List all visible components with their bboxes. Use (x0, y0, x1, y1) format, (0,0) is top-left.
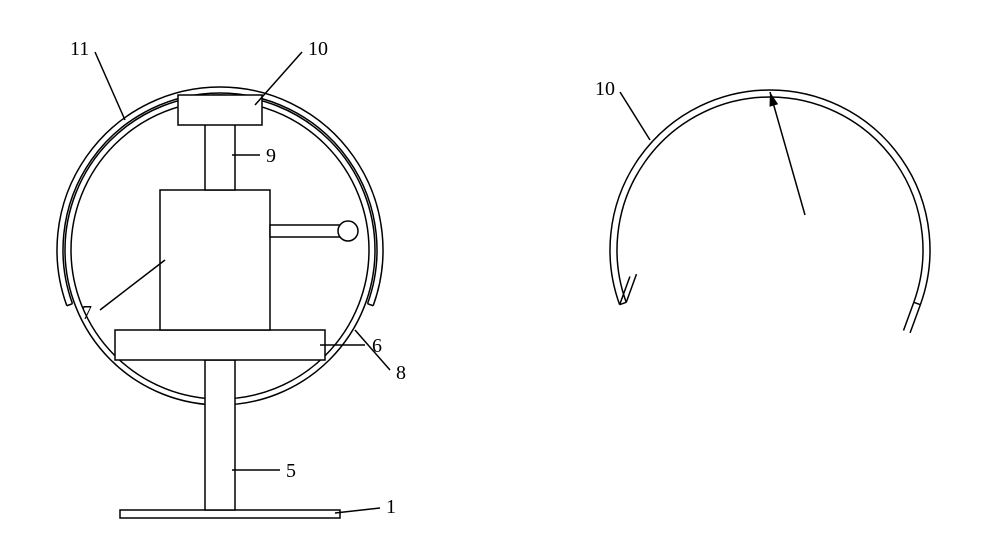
top-block-10 (178, 95, 262, 125)
label-10-left: 10 (308, 38, 328, 61)
jack-handle-knob (338, 221, 358, 241)
jack-handle-bar (270, 225, 340, 237)
label-9: 9 (266, 145, 276, 168)
leader-l11 (95, 52, 125, 120)
right-arrow-shaft (770, 92, 805, 215)
jack-body-7 (160, 190, 270, 330)
lower-post-5 (205, 360, 235, 510)
leader-right-10 (620, 92, 650, 140)
label-6: 6 (372, 335, 382, 358)
base-plate-1 (120, 510, 340, 518)
right-arrow-head (770, 92, 779, 107)
right-arc-10-outer (610, 90, 930, 305)
leader-l1 (335, 508, 380, 513)
label-8: 8 (396, 362, 406, 385)
label-7: 7 (82, 302, 92, 325)
label-11: 11 (70, 38, 89, 61)
right-arc-stub (626, 274, 636, 302)
outer-arc-11-cap (368, 304, 374, 306)
right-arc-10-inner (617, 97, 923, 302)
right-arc-10-cap (914, 302, 921, 304)
label-10-right: 10 (595, 78, 615, 101)
label-5: 5 (286, 460, 296, 483)
leader-l7 (100, 260, 165, 310)
platform-6 (115, 330, 325, 360)
outer-arc-11-cap (67, 304, 73, 306)
label-1: 1 (386, 496, 396, 519)
upper-post-9 (205, 120, 235, 190)
